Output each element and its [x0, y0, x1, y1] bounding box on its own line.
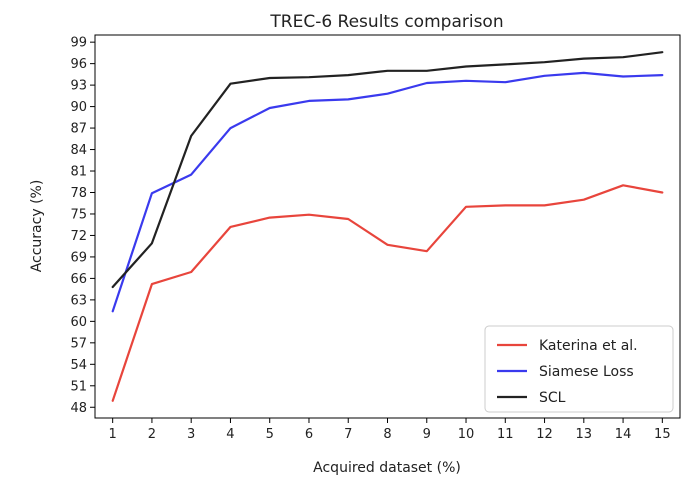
x-tick-label: 13	[576, 427, 593, 442]
y-tick-label: 60	[70, 315, 87, 330]
series-line-1	[111, 184, 664, 402]
y-tick-label: 48	[70, 401, 87, 416]
y-tick-label: 75	[70, 207, 87, 222]
x-tick-label: 14	[615, 427, 632, 442]
x-tick-label: 12	[536, 427, 553, 442]
y-tick-label: 93	[70, 79, 87, 94]
x-tick-label: 5	[266, 427, 274, 442]
y-tick-label: 51	[70, 379, 87, 394]
y-axis-label: Accuracy (%)	[29, 180, 45, 273]
y-tick-label: 69	[70, 250, 87, 265]
x-tick-label: 3	[187, 427, 195, 442]
y-tick-label: 66	[70, 272, 87, 287]
x-tick-label: 2	[148, 427, 156, 442]
series-layer	[111, 51, 664, 402]
series-line-2	[111, 71, 664, 313]
x-tick-label: 4	[226, 427, 234, 442]
x-tick-label: 11	[497, 427, 514, 442]
chart-title: TREC-6 Results comparison	[269, 12, 503, 32]
x-axis: 1 2 3 4 5 6 7 8 9 10 11 12 13 14 15	[109, 418, 671, 442]
y-tick-label: 84	[70, 143, 87, 158]
x-tick-label: 8	[383, 427, 391, 442]
y-tick-label: 81	[70, 165, 87, 180]
y-tick-label: 87	[70, 122, 87, 137]
y-tick-label: 54	[70, 358, 87, 373]
x-tick-label: 10	[458, 427, 475, 442]
legend-label-1: Katerina et al.	[539, 338, 638, 354]
legend-label-3: SCL	[539, 390, 566, 406]
legend: Katerina et al. Siamese Loss SCL	[484, 325, 674, 413]
x-tick-label: 9	[423, 427, 431, 442]
y-tick-label: 78	[70, 186, 87, 201]
legend-box	[484, 325, 674, 413]
legend-label-2: Siamese Loss	[539, 364, 634, 380]
x-axis-label: Acquired dataset (%)	[313, 460, 461, 476]
y-axis: 48 51 54 57 60 63 66 69 72 75 78 81 84 87 90 93 96 99	[70, 36, 95, 416]
y-tick-label: 57	[70, 336, 87, 351]
x-tick-label: 7	[344, 427, 352, 442]
y-tick-label: 96	[70, 57, 87, 72]
y-tick-label: 63	[70, 293, 87, 308]
x-tick-label: 1	[109, 427, 117, 442]
y-tick-label: 99	[70, 36, 87, 51]
x-tick-label: 6	[305, 427, 313, 442]
series-line-3	[111, 51, 664, 289]
y-tick-label: 90	[70, 100, 87, 115]
x-tick-label: 15	[654, 427, 671, 442]
y-tick-label: 72	[70, 229, 87, 244]
